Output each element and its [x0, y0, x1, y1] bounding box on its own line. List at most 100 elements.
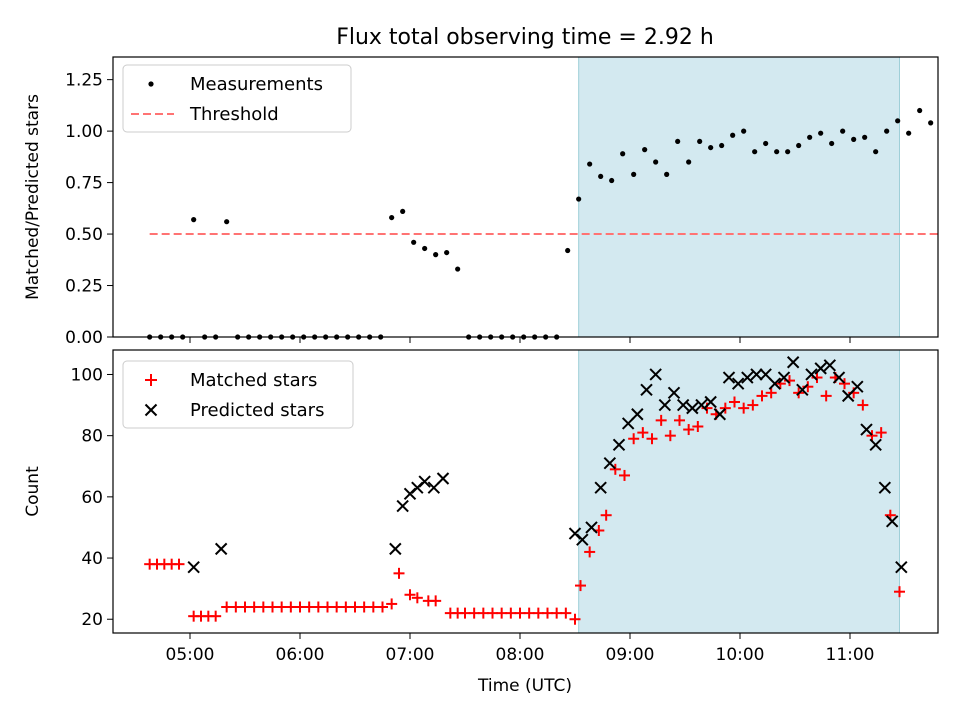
matched-star-point — [560, 607, 572, 619]
predicted-star-point — [214, 542, 228, 556]
matched-star-point — [692, 420, 704, 432]
measurement-point — [587, 161, 593, 167]
predicted-star-point — [640, 383, 653, 396]
measurement-point — [730, 132, 736, 138]
predicted-star-point — [750, 368, 763, 381]
matched-star-point — [628, 433, 640, 445]
y-tick-label: 0.25 — [65, 277, 103, 297]
y-tick-label: 1.25 — [65, 71, 103, 91]
ratio-legend: Measurements Threshold — [122, 64, 352, 133]
measurements-legend-label: Measurements — [190, 74, 323, 95]
measurement-point — [906, 130, 912, 136]
predicted-star-point — [658, 398, 672, 412]
matched-star-point — [646, 433, 658, 445]
threshold-legend-label: Threshold — [189, 104, 279, 125]
matched-star-point — [637, 427, 649, 439]
measurement-point — [796, 142, 802, 149]
measurement-point — [642, 147, 648, 153]
matched-star-point — [430, 595, 442, 607]
measurement-point — [719, 142, 725, 149]
y-tick-label: 100 — [71, 365, 103, 385]
count-panel: 20 40 60 80 100 05:00 06:00 07:00 08:00 09:00 10:0… — [23, 349, 939, 696]
x-tick-label: 07:00 — [386, 645, 435, 665]
measurement-point — [873, 149, 879, 155]
measurement-point — [928, 120, 934, 126]
measurement-point — [675, 138, 681, 145]
matched-star-point — [600, 509, 612, 521]
y-tick-label: 0.75 — [65, 174, 103, 194]
measurement-point — [576, 196, 582, 202]
predicted-star-point — [603, 456, 617, 470]
count-legend-box — [122, 360, 354, 429]
ratio-legend-box — [122, 64, 352, 133]
measurement-point — [697, 138, 703, 145]
predicted-star-point — [436, 472, 450, 485]
predicted-star-point — [631, 408, 644, 421]
measurement-point — [411, 239, 417, 245]
measurement-point — [422, 245, 428, 252]
matched-star-point — [738, 402, 750, 414]
matched-star-point — [747, 399, 759, 411]
ratio-axes-frame — [112, 56, 939, 338]
y-tick-label: 0.50 — [65, 225, 103, 245]
predicted-star-point — [418, 475, 431, 488]
count-marks — [144, 356, 908, 625]
matched-star-point — [569, 613, 581, 625]
matched-star-point — [411, 592, 423, 604]
measurement-point — [598, 173, 604, 180]
y-tick-label: 80 — [81, 427, 103, 447]
predicted-star-point — [777, 371, 791, 384]
predicted-star-point — [796, 383, 809, 396]
matched-star-point — [303, 601, 315, 613]
predicted-star-point — [860, 423, 873, 436]
predicted-star-point — [895, 561, 908, 574]
measurement-point — [851, 136, 857, 142]
matched-star-point — [765, 387, 777, 399]
predicted-star-point — [585, 521, 598, 534]
matched-star-point — [609, 463, 621, 475]
chart-title: Flux total observing time = 2.92 h — [336, 25, 714, 50]
measurement-point — [400, 208, 406, 215]
matched-star-point — [584, 546, 596, 558]
measurement-point — [829, 140, 835, 147]
count-axes-frame — [112, 349, 939, 634]
measurement-point — [609, 177, 615, 184]
measurement-point — [455, 266, 461, 272]
y-tick-label: 60 — [81, 488, 103, 508]
predicted-star-point — [427, 481, 441, 494]
predicted-star-point — [722, 371, 736, 384]
measurement-point — [433, 252, 439, 258]
ratio-ticks: 0.00 0.25 0.50 0.75 1.00 1.25 — [65, 71, 851, 348]
predicted-star-point — [731, 377, 745, 390]
measurement-point — [807, 134, 813, 140]
measurement-point — [818, 130, 824, 136]
x-tick-label: 11:00 — [826, 645, 875, 665]
predicted-star-point — [869, 438, 882, 452]
matched-star-point — [756, 390, 768, 402]
predicted-star-point — [576, 533, 589, 546]
matched-star-point — [276, 601, 288, 613]
predicted-star-point — [396, 499, 409, 513]
matched-star-point — [664, 430, 676, 442]
predicted-star-point — [823, 359, 837, 372]
predicted-star-point — [612, 438, 626, 452]
measurement-point — [653, 159, 659, 165]
measurement-point — [389, 214, 395, 221]
matched-legend-marker — [145, 374, 157, 386]
measurement-point — [862, 134, 868, 140]
measurement-point — [774, 149, 780, 155]
matched-star-point — [210, 610, 222, 622]
predicted-star-point — [187, 561, 200, 574]
matched-star-point — [468, 607, 480, 619]
measurement-point — [444, 249, 450, 256]
measurement-point — [565, 247, 571, 254]
matched-star-point — [820, 390, 832, 402]
matched-star-point — [575, 580, 586, 592]
predicted-star-point — [704, 395, 717, 409]
matched-star-point — [875, 427, 887, 439]
matched-star-point — [386, 598, 398, 610]
matched-star-point — [683, 424, 695, 436]
predicted-star-point — [759, 368, 772, 381]
predicted-star-point — [805, 368, 818, 381]
measurement-point — [686, 159, 692, 165]
